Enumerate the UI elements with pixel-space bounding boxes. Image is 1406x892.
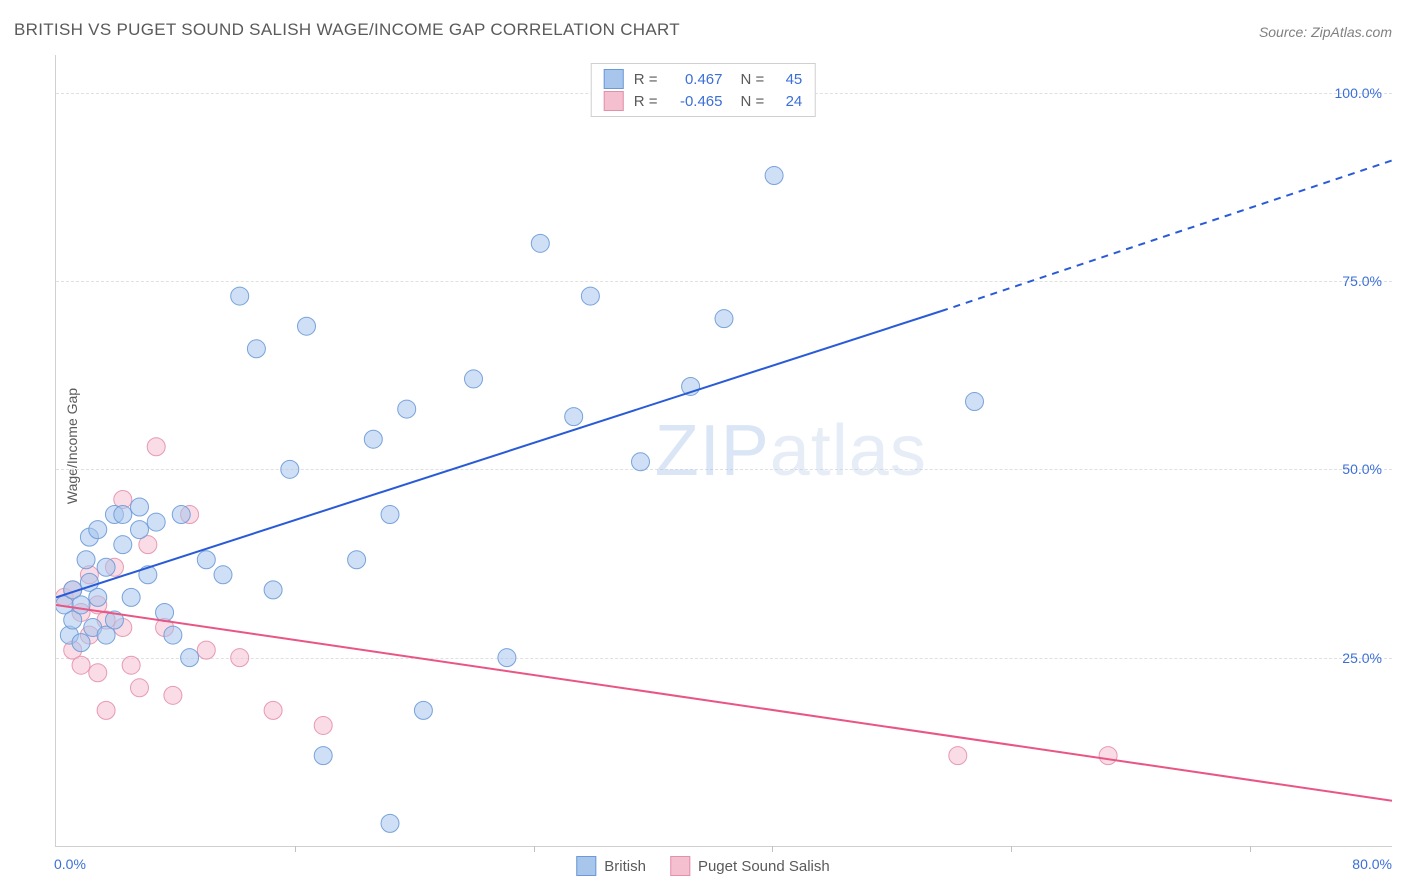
swatch-british-2 bbox=[576, 856, 596, 876]
n-label-2: N = bbox=[741, 93, 765, 110]
r-label-2: R = bbox=[634, 93, 658, 110]
series-legend: British Puget Sound Salish bbox=[576, 856, 829, 876]
x-tick-max: 80.0% bbox=[1352, 856, 1392, 872]
n-value-british: 45 bbox=[774, 71, 802, 88]
r-value-british: 0.467 bbox=[668, 71, 723, 88]
swatch-british bbox=[604, 69, 624, 89]
correlation-legend: R = 0.467 N = 45 R = -0.465 N = 24 bbox=[591, 63, 816, 117]
legend-label-british: British bbox=[604, 858, 646, 875]
n-value-salish: 24 bbox=[774, 93, 802, 110]
source-label: Source: ZipAtlas.com bbox=[1259, 24, 1392, 40]
legend-row-british: R = 0.467 N = 45 bbox=[604, 68, 803, 90]
x-tick bbox=[534, 846, 535, 852]
r-label: R = bbox=[634, 71, 658, 88]
n-label: N = bbox=[741, 71, 765, 88]
swatch-salish-2 bbox=[670, 856, 690, 876]
chart-plot-area: ZIPatlas 25.0%50.0%75.0%100.0% bbox=[55, 55, 1392, 847]
legend-item-salish: Puget Sound Salish bbox=[670, 856, 830, 876]
x-tick bbox=[1011, 846, 1012, 852]
x-tick bbox=[772, 846, 773, 852]
x-tick-min: 0.0% bbox=[54, 856, 86, 872]
r-value-salish: -0.465 bbox=[668, 93, 723, 110]
scatter-svg bbox=[56, 55, 1392, 846]
legend-row-salish: R = -0.465 N = 24 bbox=[604, 90, 803, 112]
swatch-salish bbox=[604, 91, 624, 111]
chart-title: BRITISH VS PUGET SOUND SALISH WAGE/INCOM… bbox=[14, 20, 680, 40]
x-tick bbox=[1250, 846, 1251, 852]
legend-label-salish: Puget Sound Salish bbox=[698, 858, 830, 875]
legend-item-british: British bbox=[576, 856, 646, 876]
x-tick bbox=[295, 846, 296, 852]
